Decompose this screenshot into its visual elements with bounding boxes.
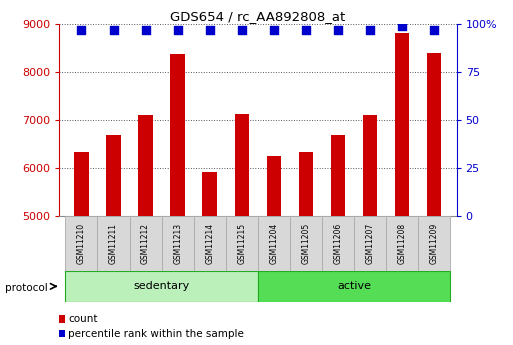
Bar (234, 114, 249, 216)
Point (77, 27, 86, 33)
Text: GSM11210: GSM11210 (77, 223, 86, 264)
Point (302, 27, 310, 33)
Point (398, 23, 406, 29)
Point (173, 27, 182, 33)
Bar (395, 33, 409, 216)
Point (270, 27, 278, 33)
Text: GSM11211: GSM11211 (109, 223, 118, 264)
Text: GSM11204: GSM11204 (269, 223, 279, 264)
Text: GSM11208: GSM11208 (398, 223, 407, 264)
Bar (139, 115, 153, 216)
Text: GSM11206: GSM11206 (333, 223, 343, 264)
Text: count: count (68, 314, 98, 324)
Text: GSM11214: GSM11214 (205, 223, 214, 264)
Bar (418, 216, 450, 271)
Point (366, 27, 374, 33)
Text: GSM11212: GSM11212 (141, 223, 150, 264)
Point (206, 27, 214, 33)
Bar (354, 216, 386, 271)
Text: GSM11215: GSM11215 (237, 223, 246, 264)
Bar (106, 135, 121, 216)
Point (109, 27, 117, 33)
Point (334, 27, 342, 33)
Text: percentile rank within the sample: percentile rank within the sample (68, 329, 244, 338)
Bar (331, 135, 345, 216)
Point (142, 27, 150, 33)
Bar (299, 152, 313, 216)
Text: active: active (337, 282, 371, 291)
Text: GSM11207: GSM11207 (365, 223, 374, 264)
Bar (194, 216, 226, 271)
Bar (267, 156, 281, 216)
Bar (258, 271, 450, 302)
Bar (170, 54, 185, 216)
Text: GSM11205: GSM11205 (301, 223, 310, 264)
Bar (258, 216, 290, 271)
Bar (322, 216, 354, 271)
Bar (97, 216, 129, 271)
Bar (290, 216, 322, 271)
Text: GSM11209: GSM11209 (429, 223, 439, 264)
Text: GSM11213: GSM11213 (173, 223, 182, 264)
Bar (386, 216, 418, 271)
Point (238, 27, 246, 33)
Bar (427, 53, 441, 216)
Bar (363, 115, 377, 216)
Point (430, 27, 438, 33)
Bar (162, 216, 194, 271)
Bar (66, 216, 97, 271)
Bar (130, 216, 162, 271)
Bar (74, 152, 89, 216)
Title: GDS654 / rc_AA892808_at: GDS654 / rc_AA892808_at (170, 10, 345, 23)
Bar (203, 171, 217, 216)
Text: protocol: protocol (5, 283, 48, 293)
Bar (226, 216, 258, 271)
Text: sedentary: sedentary (133, 282, 190, 291)
Bar (66, 271, 258, 302)
